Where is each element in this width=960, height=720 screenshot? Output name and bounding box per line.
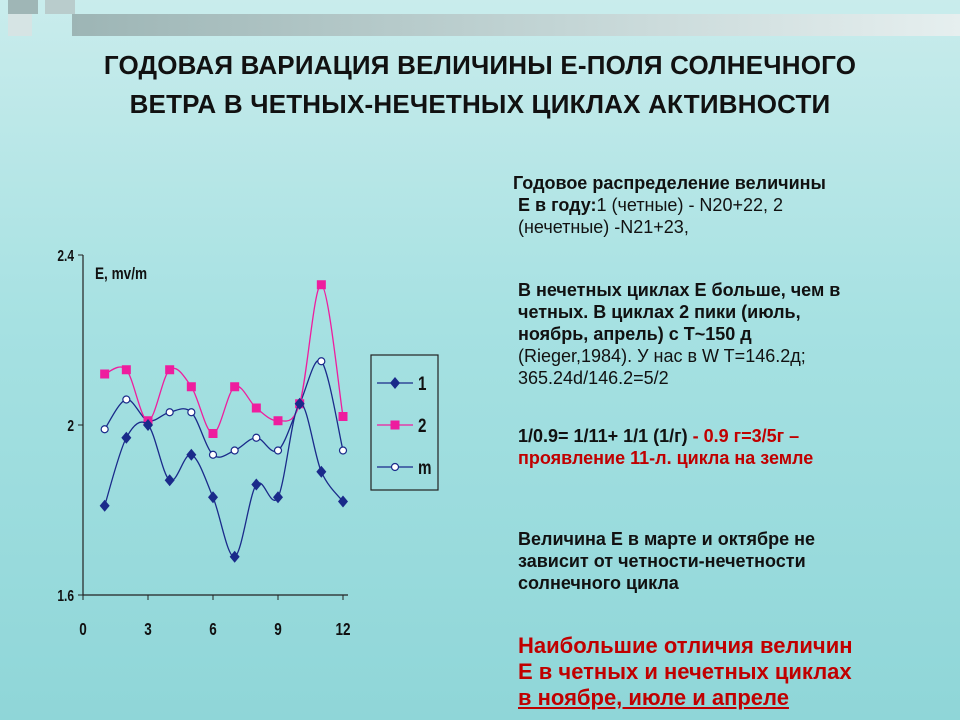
legend-label-2: 2 <box>418 414 426 436</box>
data-point-1 <box>121 431 132 444</box>
legend-marker-2 <box>390 420 400 430</box>
data-point-m <box>273 446 283 455</box>
x-tick-label: 12 <box>335 620 350 639</box>
legend-marker-m <box>390 462 400 472</box>
y-axis-label: E, mv/m <box>95 265 147 284</box>
x-tick-label: 3 <box>144 620 152 639</box>
data-point-1 <box>229 550 240 563</box>
top-decor-bar <box>72 14 960 36</box>
data-point-m <box>122 395 131 404</box>
p2-line-5: 365.24d/146.2=5/2 <box>518 368 669 388</box>
p4-line-1: Величина Е в марте и октябре не <box>518 529 816 549</box>
data-point-m <box>208 450 218 459</box>
data-point-m <box>252 433 261 442</box>
data-point-2 <box>186 382 196 392</box>
chart-series <box>99 280 348 563</box>
data-point-2 <box>208 429 218 438</box>
data-point-1 <box>338 495 348 508</box>
p4-line-2: зависит от четности-нечетности <box>518 551 806 571</box>
series-2 <box>100 280 348 438</box>
paragraph-formula: 1/0.9= 1/11+ 1/1 (1/г) - 0.9 г=3/5г – пр… <box>518 425 958 469</box>
p1-line-3: (нечетные) -N21+23, <box>518 217 689 237</box>
x-tick-label: 9 <box>274 620 282 639</box>
p1-line-1: Годовое распределение величины <box>513 173 826 193</box>
paragraph-peaks: В нечетных циклах Е больше, чем в четных… <box>518 279 958 389</box>
p1-rest: 1 (четные) - N20+22, 2 <box>596 195 784 215</box>
chart-legend: 1 2 m <box>370 354 439 491</box>
paragraph-differences: Наибольшие отличия величин Е в четных и … <box>518 633 958 711</box>
data-point-m <box>338 446 348 455</box>
data-point-m <box>165 408 174 417</box>
y-tick-label: 1.6 <box>57 586 74 604</box>
p2-line-1: В нечетных циклах Е больше, чем в <box>518 280 841 300</box>
data-point-2 <box>165 365 175 375</box>
x-tick-label: 0 <box>79 620 87 639</box>
paragraph-march-october: Величина Е в марте и октябре не зависит … <box>518 528 958 594</box>
p3-line-1: 1/0.9= 1/11+ 1/1 (1/г) - 0.9 г=3/5г – <box>518 425 958 447</box>
data-point-1 <box>251 478 262 491</box>
y-tick-label: 2 <box>67 416 74 434</box>
x-tick-label: 6 <box>209 620 217 639</box>
p4-line-3: солнечного цикла <box>518 573 679 593</box>
p5-line-1: Наибольшие отличия величин <box>518 633 853 658</box>
data-point-2 <box>230 382 240 392</box>
series-1 <box>99 397 348 563</box>
data-point-m <box>187 408 196 417</box>
data-point-2 <box>251 403 261 413</box>
p1-line-2: Е в году:1 (четные) - N20+22, 2 <box>513 194 953 216</box>
p3-black: 1/0.9= 1/11+ 1/1 (1/г) <box>518 426 688 446</box>
p2-line-3: ноябрь, апрель) с T~150 д <box>518 324 752 344</box>
corner-square-2 <box>45 0 75 14</box>
data-point-m <box>317 357 326 366</box>
corner-square-3 <box>8 14 32 36</box>
data-point-2 <box>273 416 283 426</box>
p2-line-2: четных. В циклах 2 пики (июль, <box>518 302 801 322</box>
chart-axes: 2.4 2 1.6 0 3 6 9 12 E, mv/m <box>57 246 350 639</box>
data-point-1 <box>208 491 218 504</box>
data-point-m <box>230 446 239 455</box>
legend-label-1: 1 <box>418 372 427 394</box>
data-point-2 <box>100 369 110 379</box>
series-m <box>100 357 348 459</box>
legend-box <box>370 354 439 491</box>
legend-label-m: m <box>418 456 432 478</box>
data-point-1 <box>143 419 153 431</box>
y-tick-label: 2.4 <box>57 246 74 264</box>
title-line-2: ВЕТРА В ЧЕТНЫХ-НЕЧЕТНЫХ ЦИКЛАХ АКТИВНОСТ… <box>129 89 831 119</box>
p2-line-4: (Rieger,1984). У нас в W T=146.2д; <box>518 346 806 366</box>
data-point-1 <box>186 448 197 461</box>
legend-marker-1 <box>390 377 400 389</box>
slide-title: ГОДОВАЯ ВАРИАЦИЯ ВЕЛИЧИНЫ Е-ПОЛЯ СОЛНЕЧН… <box>20 46 940 124</box>
data-point-1 <box>316 465 327 478</box>
data-point-m <box>100 425 109 434</box>
series-line-2 <box>104 284 344 435</box>
data-point-1 <box>99 499 110 512</box>
p3-line-2: проявление 11-л. цикла на земле <box>518 448 814 468</box>
data-point-1 <box>273 491 283 504</box>
data-point-2 <box>316 280 326 290</box>
data-point-1 <box>294 397 305 410</box>
series-line-1 <box>104 403 344 558</box>
data-point-2 <box>121 365 131 375</box>
p3-red-1: - 0.9 г=3/5г – <box>687 426 800 446</box>
paragraph-distribution: Годовое распределение величины Е в году:… <box>513 172 953 238</box>
p5-line-2: Е в четных и нечетных циклах <box>518 659 852 684</box>
p5-line-3: в ноябре, июле и апреле <box>518 685 789 710</box>
e-field-chart: 2.421.60 3 6 9 12E, mv/m 12m <box>57 246 439 640</box>
p1-bold: Е в году: <box>518 195 597 215</box>
title-line-1: ГОДОВАЯ ВАРИАЦИЯ ВЕЛИЧИНЫ Е-ПОЛЯ СОЛНЕЧН… <box>103 50 857 80</box>
data-point-1 <box>164 474 175 487</box>
data-point-2 <box>338 412 348 421</box>
corner-square-1 <box>8 0 38 14</box>
